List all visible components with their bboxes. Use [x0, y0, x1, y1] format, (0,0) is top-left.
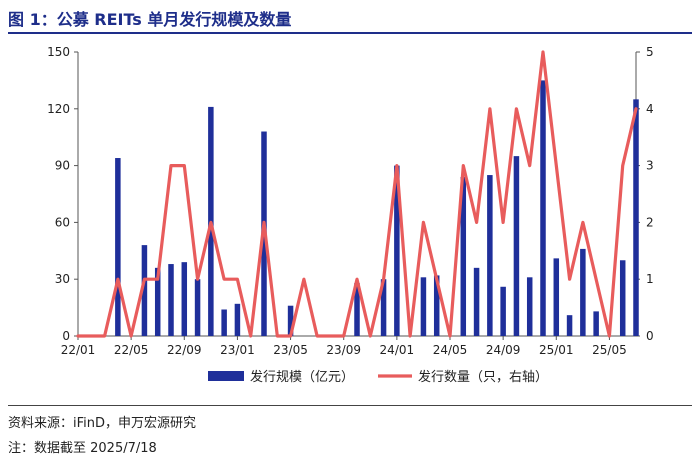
bar-issuance-size: [380, 279, 387, 336]
chart-title: 图 1：公募 REITs 单月发行规模及数量: [8, 10, 292, 29]
right-axis-tick-label: 5: [646, 45, 654, 59]
bar-issuance-size: [141, 245, 148, 336]
bar-issuance-size: [221, 309, 227, 336]
right-axis-tick-label: 0: [646, 329, 654, 343]
legend-line-label: 发行数量（只，右轴）: [418, 369, 548, 385]
source-note: 资料来源：iFinD，申万宏源研究: [8, 416, 197, 431]
bar-issuance-size: [115, 158, 121, 336]
left-axis-tick-label: 150: [47, 45, 70, 59]
left-axis-tick-label: 30: [55, 272, 70, 286]
x-axis-tick-label: 25/01: [539, 343, 574, 357]
x-axis-tick-label: 22/01: [61, 343, 96, 357]
bar-issuance-size: [633, 99, 639, 336]
x-axis-tick-label: 23/01: [220, 343, 255, 357]
bar-issuance-size: [354, 282, 360, 336]
bar-issuance-size: [287, 305, 294, 336]
bar-issuance-size: [526, 277, 533, 336]
bar-issuance-size: [513, 156, 520, 336]
bar-issuance-size: [433, 275, 440, 336]
footnote-divider: [8, 405, 692, 406]
bar-issuance-size: [168, 264, 174, 336]
bar-issuance-size: [500, 286, 506, 336]
bar-issuance-size: [194, 279, 201, 336]
bar-issuance-size: [460, 176, 467, 336]
line-issuance-count: [76, 50, 638, 338]
x-axis-tick-label: 24/01: [380, 343, 415, 357]
x-axis-tick-label: 23/05: [273, 343, 308, 357]
bar-issuance-size: [154, 267, 161, 336]
bar-issuance-size: [540, 80, 546, 337]
x-axis-tick-label: 24/05: [433, 343, 468, 357]
bar-issuance-size: [580, 248, 586, 336]
x-axis-tick-label: 23/09: [326, 343, 361, 357]
x-axis-tick-label: 22/09: [167, 343, 202, 357]
bar-issuance-size: [593, 311, 599, 336]
legend-bar-swatch: [208, 371, 244, 381]
date-note: 注：数据截至 2025/7/18: [8, 441, 157, 456]
left-axis-tick-label: 120: [47, 102, 70, 116]
right-axis-tick-label: 2: [646, 215, 654, 229]
left-axis-tick-label: 90: [55, 159, 70, 173]
bar-issuance-size: [487, 175, 493, 336]
bar-issuance-size: [234, 303, 241, 336]
bar-issuance-size: [619, 260, 626, 336]
bar-issuance-size: [420, 277, 427, 336]
right-axis-tick-label: 1: [646, 272, 654, 286]
bar-issuance-size: [566, 315, 573, 336]
x-axis-tick-label: 22/05: [114, 343, 149, 357]
left-axis-tick-label: 0: [62, 329, 70, 343]
bar-issuance-size: [394, 165, 400, 336]
bar-issuance-size: [553, 258, 560, 336]
bar-issuance-size: [473, 267, 480, 336]
combo-chart: 0 30 60 90 120 150 0 1 2 3 4 5 22/01 22/05 22/09 23/01 2…: [47, 45, 654, 385]
x-axis-tick-label: 25/05: [592, 343, 627, 357]
left-axis-tick-label: 60: [55, 215, 70, 229]
right-axis-tick-label: 3: [646, 159, 654, 173]
x-axis-tick-label: 24/09: [486, 343, 521, 357]
right-axis-tick-label: 4: [646, 102, 654, 116]
legend-bar-label: 发行规模（亿元）: [250, 369, 354, 385]
bar-issuance-size: [181, 262, 188, 336]
title-divider: [8, 32, 692, 34]
